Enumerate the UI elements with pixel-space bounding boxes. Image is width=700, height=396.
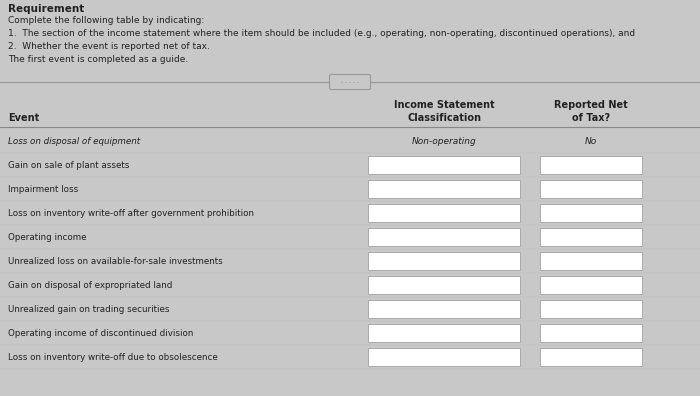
Text: Loss on disposal of equipment: Loss on disposal of equipment [8, 137, 140, 145]
Bar [368, 276, 520, 294]
Text: of Tax?: of Tax? [572, 113, 610, 123]
Text: The first event is completed as a guide.: The first event is completed as a guide. [8, 55, 188, 64]
Text: Non-operating: Non-operating [412, 137, 477, 145]
Bar [540, 156, 642, 174]
Bar [540, 252, 642, 270]
Text: Loss on inventory write-off after government prohibition: Loss on inventory write-off after govern… [8, 209, 254, 217]
Text: Unrealized gain on trading securities: Unrealized gain on trading securities [8, 305, 169, 314]
Text: Impairment loss: Impairment loss [8, 185, 78, 194]
Bar [540, 228, 642, 246]
Text: No: No [585, 137, 597, 145]
Bar [368, 228, 520, 246]
Bar [540, 180, 642, 198]
Text: Income Statement: Income Statement [393, 100, 494, 110]
FancyBboxPatch shape [330, 74, 370, 89]
Bar [368, 180, 520, 198]
Bar [540, 324, 642, 342]
Bar [368, 324, 520, 342]
Text: Reported Net: Reported Net [554, 100, 628, 110]
Text: Gain on disposal of expropriated land: Gain on disposal of expropriated land [8, 280, 172, 289]
Text: Operating income of discontinued division: Operating income of discontinued divisio… [8, 329, 193, 337]
Text: Gain on sale of plant assets: Gain on sale of plant assets [8, 160, 130, 169]
Bar [368, 156, 520, 174]
Bar [540, 276, 642, 294]
Bar [368, 252, 520, 270]
Text: · · · · ·: · · · · · [341, 80, 359, 84]
Text: 2.  Whether the event is reported net of tax.: 2. Whether the event is reported net of … [8, 42, 210, 51]
Bar [368, 348, 520, 366]
Bar [540, 348, 642, 366]
Text: Event: Event [8, 113, 39, 123]
Text: Unrealized loss on available-for-sale investments: Unrealized loss on available-for-sale in… [8, 257, 223, 265]
Bar [540, 300, 642, 318]
Bar [540, 204, 642, 222]
Text: Classification: Classification [407, 113, 481, 123]
Text: Requirement: Requirement [8, 4, 84, 14]
Text: Complete the following table by indicating:: Complete the following table by indicati… [8, 16, 204, 25]
Bar [368, 300, 520, 318]
Text: Loss on inventory write-off due to obsolescence: Loss on inventory write-off due to obsol… [8, 352, 218, 362]
Text: Operating income: Operating income [8, 232, 87, 242]
Text: 1.  The section of the income statement where the item should be included (e.g.,: 1. The section of the income statement w… [8, 29, 635, 38]
Bar [368, 204, 520, 222]
